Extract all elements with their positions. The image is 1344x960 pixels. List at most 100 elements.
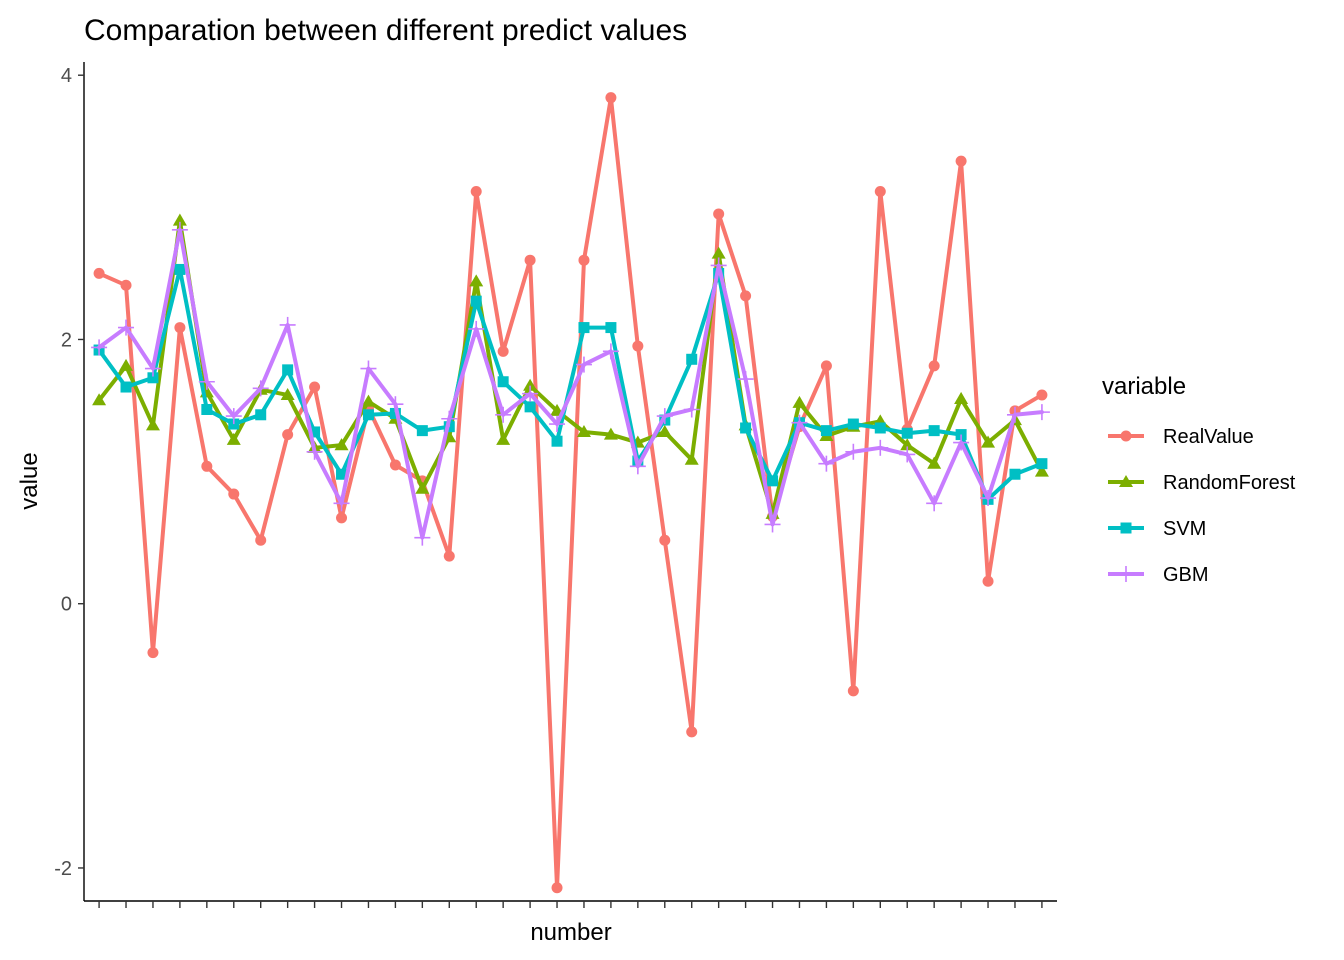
data-point-realvalue	[282, 429, 294, 441]
series-realvalue	[93, 92, 1048, 894]
data-point-svm	[740, 422, 752, 434]
data-point-gbm	[791, 414, 808, 431]
data-point-svm	[1036, 458, 1048, 470]
data-point-gbm	[872, 439, 889, 456]
data-point-randomforest	[603, 427, 618, 440]
data-point-gbm	[1006, 406, 1023, 423]
data-point-svm	[120, 381, 132, 393]
data-point-gbm	[414, 529, 431, 546]
data-point-randomforest	[523, 378, 538, 391]
legend-key-marker	[1119, 475, 1133, 488]
chart-series	[91, 92, 1050, 894]
data-point-gbm	[980, 490, 997, 507]
legend-label: RandomForest	[1163, 472, 1296, 494]
data-point-realvalue	[497, 345, 509, 357]
data-point-gbm	[549, 416, 566, 433]
data-point-gbm	[225, 408, 242, 425]
data-point-randomforest	[334, 438, 349, 451]
legend-key-marker	[1118, 566, 1134, 582]
legend-title: variable	[1102, 373, 1186, 400]
data-point-svm	[255, 409, 267, 421]
data-point-gbm	[441, 410, 458, 427]
data-point-gbm	[602, 343, 619, 360]
data-point-realvalue	[174, 322, 186, 334]
legend-label: RealValue	[1163, 426, 1254, 448]
data-point-realvalue	[740, 290, 752, 302]
data-point-gbm	[710, 257, 727, 274]
data-point-gbm	[198, 373, 215, 390]
legend-item-svm: SVM	[1108, 518, 1206, 540]
data-point-svm	[416, 425, 428, 437]
data-point-gbm	[387, 396, 404, 413]
data-point-svm	[147, 372, 159, 384]
data-point-realvalue	[686, 726, 698, 738]
data-point-svm	[497, 376, 509, 388]
data-point-realvalue	[93, 267, 105, 279]
data-point-randomforest	[1034, 464, 1049, 477]
data-point-realvalue	[147, 647, 159, 659]
data-point-realvalue	[443, 550, 455, 562]
data-point-gbm	[171, 221, 188, 238]
series-svm	[93, 263, 1048, 505]
data-point-randomforest	[145, 418, 160, 431]
data-point-svm	[605, 322, 617, 334]
y-tick-label: 0	[61, 594, 72, 616]
data-point-realvalue	[847, 685, 859, 697]
data-point-randomforest	[981, 435, 996, 448]
y-axis-title: value	[16, 452, 43, 509]
x-axis-title: number	[530, 919, 611, 946]
data-point-randomforest	[711, 246, 726, 259]
data-point-realvalue	[605, 92, 617, 104]
legend-label: SVM	[1163, 518, 1206, 540]
data-point-realvalue	[1036, 389, 1048, 401]
data-point-randomforest	[280, 387, 295, 400]
data-point-svm	[551, 435, 563, 447]
data-point-randomforest	[954, 391, 969, 404]
series-randomforest	[92, 213, 1049, 519]
data-point-svm	[1009, 468, 1021, 480]
data-point-svm	[901, 427, 913, 439]
data-point-gbm	[656, 408, 673, 425]
data-point-realvalue	[201, 460, 213, 472]
chart-title: Comparation between different predict va…	[84, 14, 687, 47]
data-point-realvalue	[874, 185, 886, 197]
data-point-randomforest	[684, 452, 699, 465]
data-point-gbm	[333, 495, 350, 512]
data-point-realvalue	[982, 575, 994, 587]
data-point-randomforest	[900, 438, 915, 451]
legend-item-randomforest: RandomForest	[1108, 472, 1296, 494]
legend-item-realvalue: RealValue	[1108, 426, 1254, 448]
data-point-randomforest	[496, 432, 511, 445]
data-point-gbm	[899, 446, 916, 463]
data-point-svm	[928, 425, 940, 437]
data-point-randomforest	[657, 424, 672, 437]
data-point-gbm	[279, 316, 296, 333]
data-point-gbm	[764, 516, 781, 533]
legend-key-marker	[1120, 522, 1132, 534]
data-point-realvalue	[120, 279, 132, 291]
data-point-gbm	[926, 495, 943, 512]
data-point-randomforest	[172, 213, 187, 226]
data-point-gbm	[468, 320, 485, 337]
data-point-svm	[362, 409, 374, 421]
data-point-randomforest	[92, 393, 107, 406]
data-point-realvalue	[713, 208, 725, 220]
data-point-svm	[820, 425, 832, 437]
data-point-realvalue	[578, 254, 590, 266]
data-point-realvalue	[336, 512, 348, 524]
y-tick-label: 4	[61, 65, 72, 87]
data-point-gbm	[252, 380, 269, 397]
data-point-realvalue	[389, 459, 401, 471]
data-point-gbm	[953, 434, 970, 451]
data-point-realvalue	[255, 534, 267, 546]
data-point-svm	[847, 418, 859, 430]
data-point-gbm	[118, 319, 135, 336]
data-point-randomforest	[576, 424, 591, 437]
data-point-randomforest	[469, 274, 484, 287]
data-point-gbm	[91, 339, 108, 356]
data-point-svm	[309, 426, 321, 438]
series-line-realvalue	[97, 95, 1044, 890]
chart-axes: -2 0 2 4	[54, 62, 1057, 908]
data-point-gbm	[629, 458, 646, 475]
